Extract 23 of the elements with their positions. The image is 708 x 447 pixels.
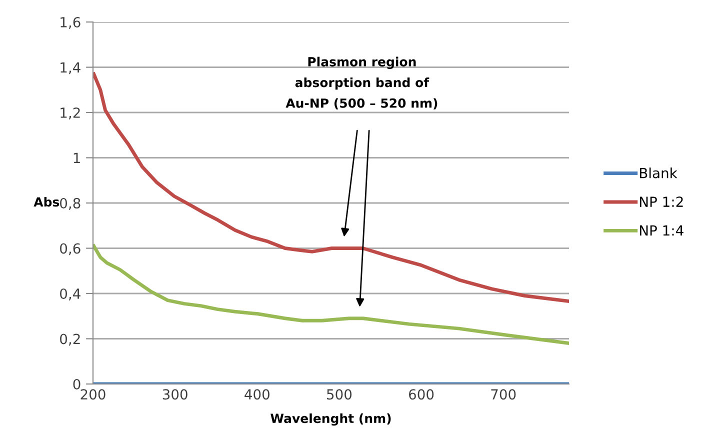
- line-series: [93, 244, 569, 346]
- x-tick-label: 700: [491, 389, 516, 400]
- x-tick-label: 300: [162, 389, 188, 400]
- x-tick-label: 400: [244, 389, 270, 400]
- x-tick-label: 600: [408, 389, 434, 400]
- y-tick-label: 0,8: [60, 198, 80, 210]
- y-tick-label: 0,4: [60, 288, 80, 300]
- y-tick-label: 0: [73, 378, 80, 390]
- x-axis-title: Wavelenght (nm): [270, 413, 391, 426]
- y-tick-label: 1,4: [60, 62, 80, 74]
- y-axis-title: Abs: [34, 196, 60, 207]
- y-tick-label: 0,6: [60, 243, 80, 256]
- y-tick-label: 1: [74, 152, 80, 164]
- y-tick-label: 1,6: [60, 16, 80, 29]
- x-tick-label: 500: [327, 389, 352, 400]
- y-tick-label: 0,2: [60, 334, 80, 346]
- legend-label: NP 1:4: [640, 225, 684, 236]
- y-tick-label: 1,2: [60, 107, 80, 120]
- annotation: Plasmon region absorption band of Au-NP (500 – 520 nm): [286, 56, 438, 110]
- legend-label: Blank: [640, 168, 678, 178]
- x-tick-label: 200: [80, 389, 106, 400]
- line-series: [93, 72, 569, 303]
- legend-label: NP 1:2: [640, 196, 683, 207]
